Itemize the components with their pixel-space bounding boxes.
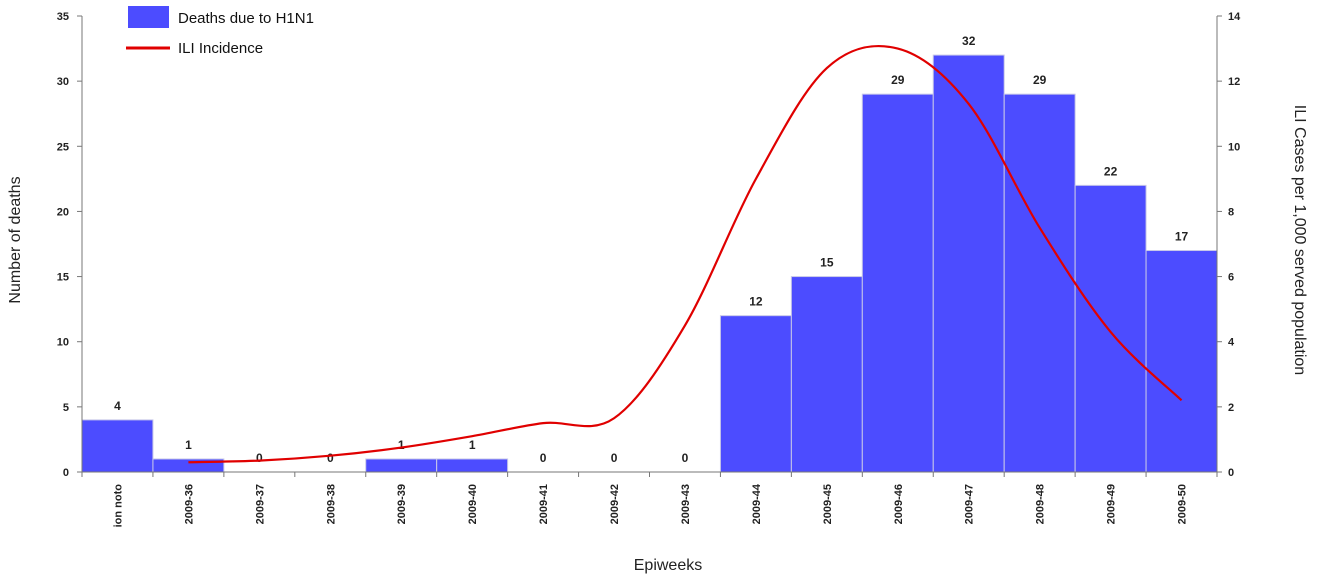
right-tick-label: 6 — [1228, 272, 1234, 284]
bar-2009-40 — [436, 458, 509, 473]
data-label-2009-44: 12 — [749, 295, 763, 309]
bar-2009-39 — [365, 458, 438, 473]
data-label-2009-45: 15 — [820, 256, 834, 270]
data-label-2009-50: 17 — [1175, 230, 1189, 244]
x-tick-label-2009-47: 2009-47 — [964, 484, 976, 524]
legend: Deaths due to H1N1 ILI Incidence — [126, 6, 314, 57]
legend-swatch-deaths — [128, 6, 169, 28]
right-tick-label: 10 — [1228, 141, 1240, 153]
left-tick-label: 20 — [57, 206, 69, 218]
bar-2009-50 — [1145, 250, 1218, 473]
data-label-ion noto: 4 — [114, 399, 121, 413]
data-label-2009-38: 0 — [327, 451, 334, 465]
x-tick-label-2009-49: 2009-49 — [1106, 484, 1118, 524]
x-tick-label-2009-42: 2009-42 — [609, 484, 621, 524]
data-label-2009-41: 0 — [540, 451, 547, 465]
bar-2009-47 — [932, 54, 1005, 473]
x-tick-label-2009-45: 2009-45 — [822, 484, 834, 524]
ili-incidence-line — [188, 45, 1183, 464]
y2-axis-title: ILI Cases per 1,000 served population — [1291, 105, 1308, 375]
bar-ion noto — [81, 419, 154, 473]
x-tick-label-2009-41: 2009-41 — [538, 484, 550, 524]
data-label-2009-40: 1 — [469, 438, 476, 452]
x-tick-label-2009-43: 2009-43 — [680, 484, 692, 524]
x-tick-label-ion noto: ion noto — [112, 484, 124, 528]
right-tick-label: 2 — [1228, 402, 1234, 414]
bar-2009-45 — [790, 276, 863, 473]
left-tick-label: 10 — [57, 337, 69, 349]
left-tick-label: 25 — [57, 141, 69, 153]
left-tick-label: 15 — [57, 272, 69, 284]
x-tick-label-2009-50: 2009-50 — [1177, 484, 1189, 524]
data-labels-layer: 4 1 0 0 1 1 0 0 0 12 15 29 32 29 22 17 — [114, 34, 1188, 465]
data-label-2009-47: 32 — [962, 34, 976, 48]
data-label-2009-39: 1 — [398, 438, 405, 452]
right-tick-label: 12 — [1228, 76, 1240, 88]
data-label-2009-49: 22 — [1104, 164, 1118, 178]
bar-2009-46 — [861, 93, 934, 473]
x-tick-label-2009-39: 2009-39 — [396, 484, 408, 524]
data-label-2009-48: 29 — [1033, 73, 1047, 87]
left-tick-label: 5 — [63, 402, 69, 414]
x-tick-label-2009-44: 2009-44 — [751, 483, 763, 524]
right-tick-label: 0 — [1228, 467, 1234, 479]
data-label-2009-46: 29 — [891, 73, 905, 87]
data-label-2009-37: 0 — [256, 451, 263, 465]
x-tick-label-2009-37: 2009-37 — [254, 484, 266, 524]
left-tick-label: 35 — [57, 11, 69, 23]
x-tick-label-2009-36: 2009-36 — [183, 484, 195, 524]
bars-layer — [81, 54, 1218, 473]
right-tick-label: 8 — [1228, 206, 1234, 218]
data-label-2009-43: 0 — [682, 451, 689, 465]
right-tick-label: 14 — [1228, 11, 1241, 23]
line-layer — [188, 45, 1183, 464]
left-tick-label: 0 — [63, 467, 69, 479]
data-label-2009-42: 0 — [611, 451, 618, 465]
legend-label-ili: ILI Incidence — [178, 40, 263, 57]
bar-2009-48 — [1003, 93, 1076, 473]
legend-label-deaths: Deaths due to H1N1 — [178, 10, 314, 27]
y-axis-title: Number of deaths — [7, 176, 24, 303]
x-tick-label-2009-40: 2009-40 — [467, 484, 479, 524]
right-tick-label: 4 — [1228, 337, 1235, 349]
bar-2009-44 — [719, 315, 792, 473]
x-axis-title: Epiweeks — [634, 557, 702, 574]
data-label-2009-36: 1 — [185, 438, 192, 452]
x-tick-label-2009-46: 2009-46 — [893, 484, 905, 524]
x-tick-label-2009-38: 2009-38 — [325, 484, 337, 524]
x-tick-label-2009-48: 2009-48 — [1035, 484, 1047, 524]
left-tick-label: 30 — [57, 76, 69, 88]
bar-2009-49 — [1074, 184, 1147, 473]
